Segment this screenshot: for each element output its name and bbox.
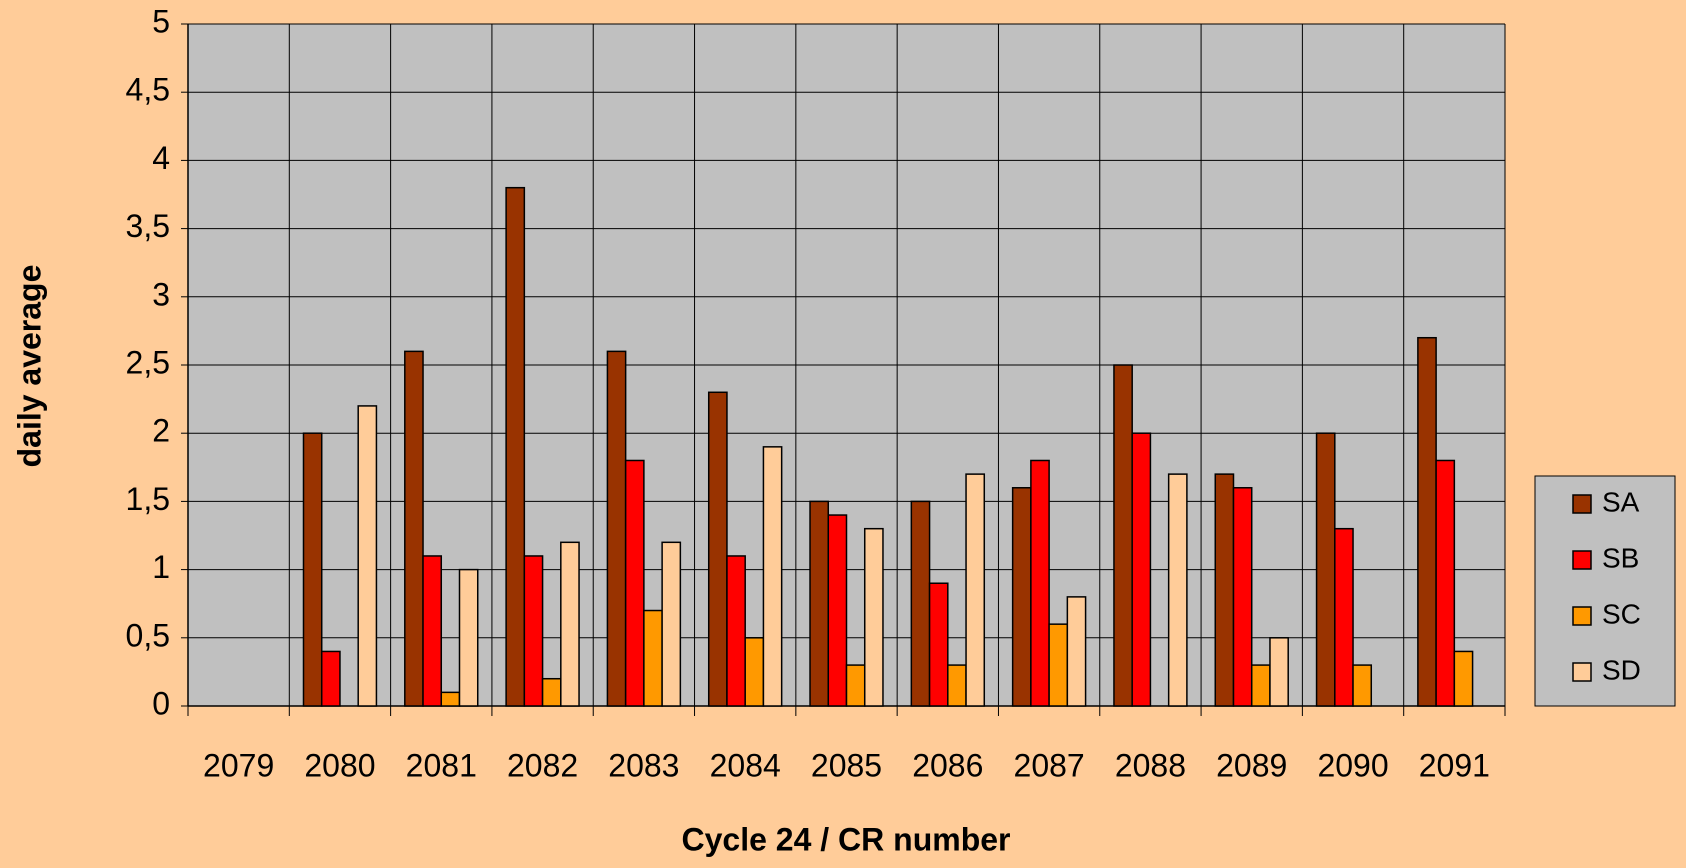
- x-tick-label: 2080: [304, 747, 375, 783]
- legend-label: SB: [1602, 542, 1639, 573]
- bar: [863, 527, 884, 707]
- bar: [1269, 637, 1289, 707]
- bar: [458, 568, 479, 707]
- bar: [910, 500, 931, 707]
- bar: [726, 555, 746, 707]
- legend-label: SD: [1602, 654, 1641, 685]
- bar: [404, 350, 424, 707]
- bar: [762, 446, 783, 707]
- bar: [357, 405, 378, 707]
- y-tick-label: 3: [152, 276, 170, 312]
- bar: [624, 459, 645, 707]
- y-tick-label: 2: [152, 413, 170, 449]
- y-tick-label: 4,5: [126, 72, 170, 108]
- x-tick-label: 2083: [608, 747, 679, 783]
- bar: [1315, 432, 1336, 707]
- x-tick-label: 2079: [203, 747, 274, 783]
- bar: [422, 555, 443, 707]
- legend-label: SA: [1602, 486, 1640, 517]
- bar: [1435, 459, 1456, 707]
- y-tick-label: 1,5: [126, 481, 170, 517]
- bar: [1417, 336, 1437, 707]
- bar: [1232, 487, 1253, 707]
- bar: [1131, 432, 1152, 707]
- bar: [302, 432, 323, 707]
- x-tick-label: 2090: [1317, 747, 1388, 783]
- x-tick-label: 2081: [406, 747, 477, 783]
- bar: [809, 500, 830, 707]
- x-tick-label: 2085: [811, 747, 882, 783]
- bar: [560, 541, 580, 707]
- x-tick-label: 2084: [710, 747, 781, 783]
- legend-swatch: [1572, 662, 1592, 682]
- bar: [1167, 473, 1188, 707]
- x-tick-label: 2088: [1115, 747, 1186, 783]
- bar: [1250, 664, 1271, 707]
- legend-swatch: [1572, 606, 1592, 626]
- legend-swatch: [1572, 550, 1592, 570]
- bar: [1066, 596, 1087, 707]
- legend-box: [1534, 475, 1676, 707]
- bar: [661, 541, 682, 707]
- bar: [1334, 527, 1354, 707]
- y-tick-label: 3,5: [126, 208, 170, 244]
- bar: [606, 350, 627, 707]
- bar: [320, 650, 341, 707]
- bar: [505, 186, 526, 707]
- bar: [643, 609, 663, 707]
- bar: [440, 691, 461, 707]
- bar: [523, 555, 544, 707]
- bar: [541, 677, 562, 707]
- y-tick-label: 5: [152, 3, 170, 39]
- x-tick-label: 2091: [1419, 747, 1490, 783]
- y-tick-label: 4: [152, 140, 170, 176]
- x-tick-label: 2082: [507, 747, 578, 783]
- y-tick-label: 1: [152, 549, 170, 585]
- x-tick-label: 2086: [912, 747, 983, 783]
- bar: [707, 391, 728, 707]
- bar: [1453, 650, 1474, 707]
- bar: [1214, 473, 1235, 707]
- x-tick-label: 2089: [1216, 747, 1287, 783]
- bar: [827, 514, 848, 707]
- bar: [1011, 487, 1032, 707]
- bar: [947, 664, 967, 707]
- y-tick-label: 2,5: [126, 344, 170, 380]
- bar: [1030, 459, 1050, 707]
- bar: [744, 637, 765, 707]
- bar: [928, 582, 949, 707]
- x-tick-label: 2087: [1014, 747, 1085, 783]
- bar: [965, 473, 986, 707]
- y-tick-label: 0,5: [126, 617, 170, 653]
- legend-swatch: [1572, 494, 1592, 514]
- bar: [1048, 623, 1069, 707]
- x-axis-title: Cycle 24 / CR number: [682, 821, 1011, 857]
- y-axis-title: daily average: [11, 265, 47, 468]
- bar: [1113, 364, 1133, 707]
- y-tick-label: 0: [152, 685, 170, 721]
- bar: [845, 664, 866, 707]
- legend-label: SC: [1602, 598, 1641, 629]
- bar: [1352, 664, 1373, 707]
